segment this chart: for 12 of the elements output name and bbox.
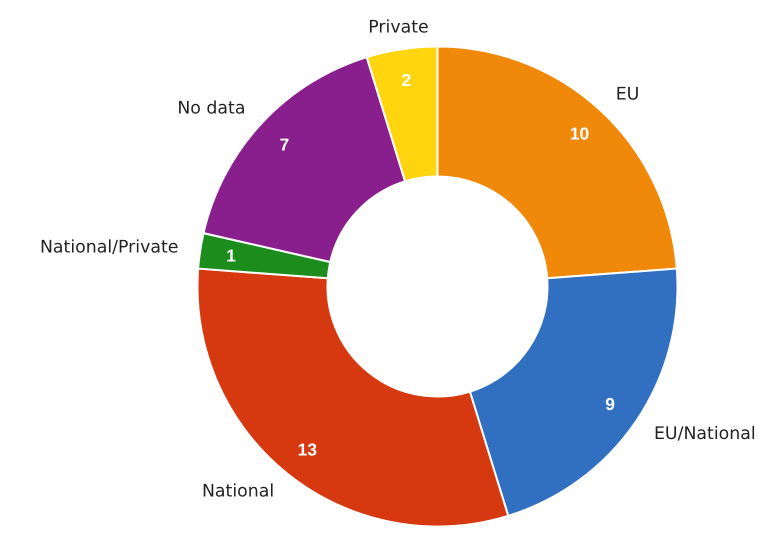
data-label: 9 xyxy=(605,394,615,414)
slice-label: National xyxy=(202,481,274,502)
data-label: 2 xyxy=(402,70,412,90)
slice-label: National/Private xyxy=(40,237,178,258)
slice-label: EU/National xyxy=(654,424,756,444)
slice-label: Private xyxy=(368,17,429,38)
slice-label: EU xyxy=(616,84,640,104)
data-label: 10 xyxy=(570,123,590,144)
slice-label: No data xyxy=(177,98,246,118)
data-label: 1 xyxy=(226,245,236,266)
data-label: 13 xyxy=(298,440,318,460)
data-label: 7 xyxy=(280,134,290,154)
